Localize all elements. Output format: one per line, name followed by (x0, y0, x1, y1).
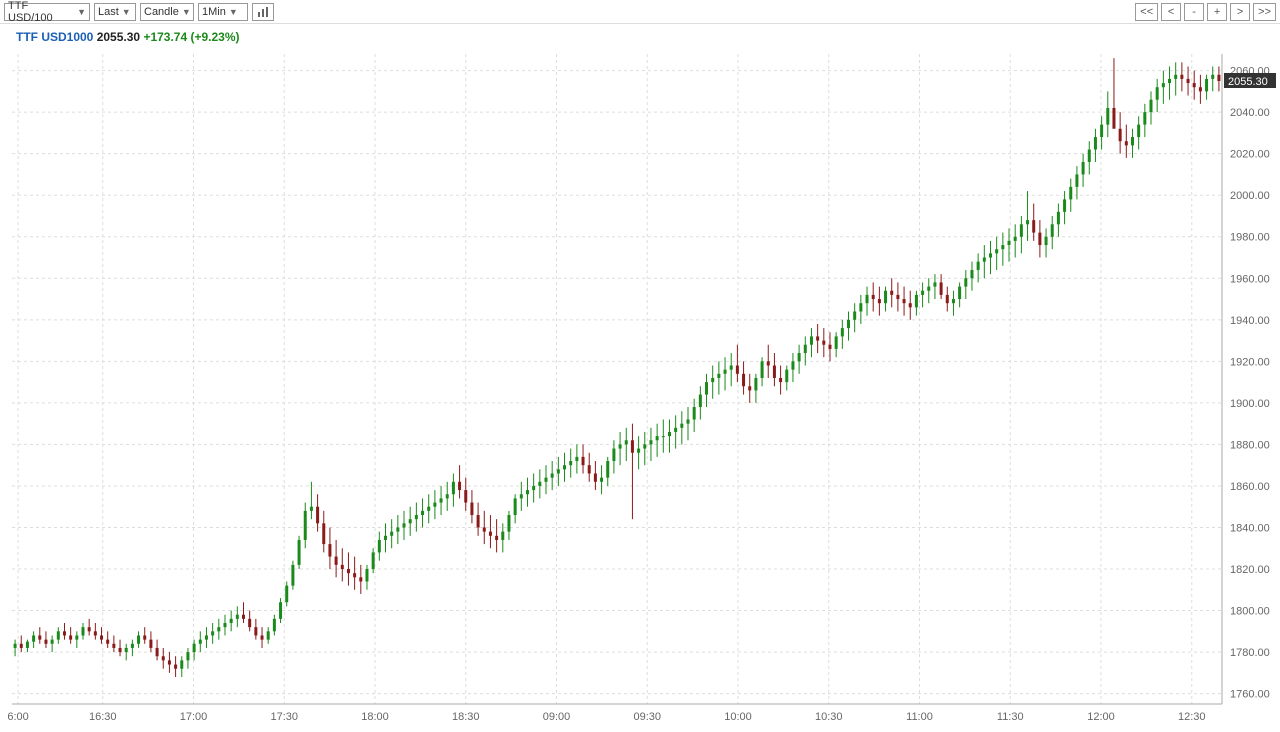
svg-text:16:30: 16:30 (89, 711, 117, 723)
chart-info-line: TTF USD1000 2055.30 +173.74 (+9.23%) (16, 30, 240, 44)
svg-text:1960.00: 1960.00 (1230, 273, 1270, 285)
svg-text:18:00: 18:00 (361, 711, 389, 723)
info-price: 2055.30 (97, 30, 140, 44)
volume-toggle-button[interactable] (252, 3, 274, 21)
svg-text:1980.00: 1980.00 (1230, 232, 1270, 244)
chevron-down-icon: ▼ (122, 7, 131, 17)
chart-type-value: Candle (144, 6, 179, 18)
svg-text:17:30: 17:30 (270, 711, 298, 723)
nav-prev-button[interactable]: < (1161, 3, 1181, 21)
chart-area[interactable]: TTF USD1000 2055.30 +173.74 (+9.23%) 176… (0, 24, 1280, 732)
svg-text:10:00: 10:00 (724, 711, 752, 723)
svg-text:2040.00: 2040.00 (1230, 107, 1270, 119)
chart-type-select[interactable]: Candle ▼ (140, 3, 194, 21)
price-type-value: Last (98, 6, 119, 18)
chevron-down-icon: ▼ (182, 7, 191, 17)
svg-text:1880.00: 1880.00 (1230, 439, 1270, 451)
chevron-down-icon: ▼ (229, 7, 238, 17)
svg-text:1900.00: 1900.00 (1230, 398, 1270, 410)
svg-text:1800.00: 1800.00 (1230, 606, 1270, 618)
svg-text:2000.00: 2000.00 (1230, 190, 1270, 202)
nav-next-button[interactable]: > (1230, 3, 1250, 21)
svg-text:11:00: 11:00 (906, 711, 933, 723)
interval-select[interactable]: 1Min ▼ (198, 3, 248, 21)
svg-text:1860.00: 1860.00 (1230, 481, 1270, 493)
svg-text:1760.00: 1760.00 (1230, 689, 1270, 701)
svg-text:2020.00: 2020.00 (1230, 149, 1270, 161)
svg-text:09:00: 09:00 (543, 711, 571, 723)
price-type-select[interactable]: Last ▼ (94, 3, 136, 21)
nav-controls: << < - + > >> (1135, 3, 1276, 21)
bar-chart-icon (257, 6, 269, 18)
info-change: +173.74 (+9.23%) (143, 30, 239, 44)
svg-text:1920.00: 1920.00 (1230, 356, 1270, 368)
nav-first-button[interactable]: << (1135, 3, 1158, 21)
candlestick-chart: 1760.00 1780.00 1800.00 1820.00 1840.00 1860.… (0, 24, 1280, 732)
svg-text:1940.00: 1940.00 (1230, 315, 1270, 327)
svg-text:2055.30: 2055.30 (1228, 76, 1268, 88)
interval-value: 1Min (202, 6, 226, 18)
symbol-select[interactable]: TTF USD/100 ▼ (4, 3, 90, 21)
zoom-in-button[interactable]: + (1207, 3, 1227, 21)
svg-text:11:30: 11:30 (997, 711, 1024, 723)
svg-text:17:00: 17:00 (180, 711, 208, 723)
svg-text:1840.00: 1840.00 (1230, 522, 1270, 534)
zoom-out-button[interactable]: - (1184, 3, 1204, 21)
svg-text:18:30: 18:30 (452, 711, 480, 723)
nav-last-button[interactable]: >> (1253, 3, 1276, 21)
svg-text:1780.00: 1780.00 (1230, 647, 1270, 659)
svg-text:1820.00: 1820.00 (1230, 564, 1270, 576)
info-symbol: TTF USD1000 (16, 30, 93, 44)
svg-text:10:30: 10:30 (815, 711, 843, 723)
chart-toolbar: TTF USD/100 ▼ Last ▼ Candle ▼ 1Min ▼ << … (0, 0, 1280, 24)
svg-text:6:00: 6:00 (7, 711, 28, 723)
svg-text:09:30: 09:30 (633, 711, 661, 723)
svg-text:12:30: 12:30 (1178, 711, 1206, 723)
symbol-select-value: TTF USD/100 (8, 0, 74, 24)
svg-text:12:00: 12:00 (1087, 711, 1115, 723)
chevron-down-icon: ▼ (77, 7, 86, 17)
